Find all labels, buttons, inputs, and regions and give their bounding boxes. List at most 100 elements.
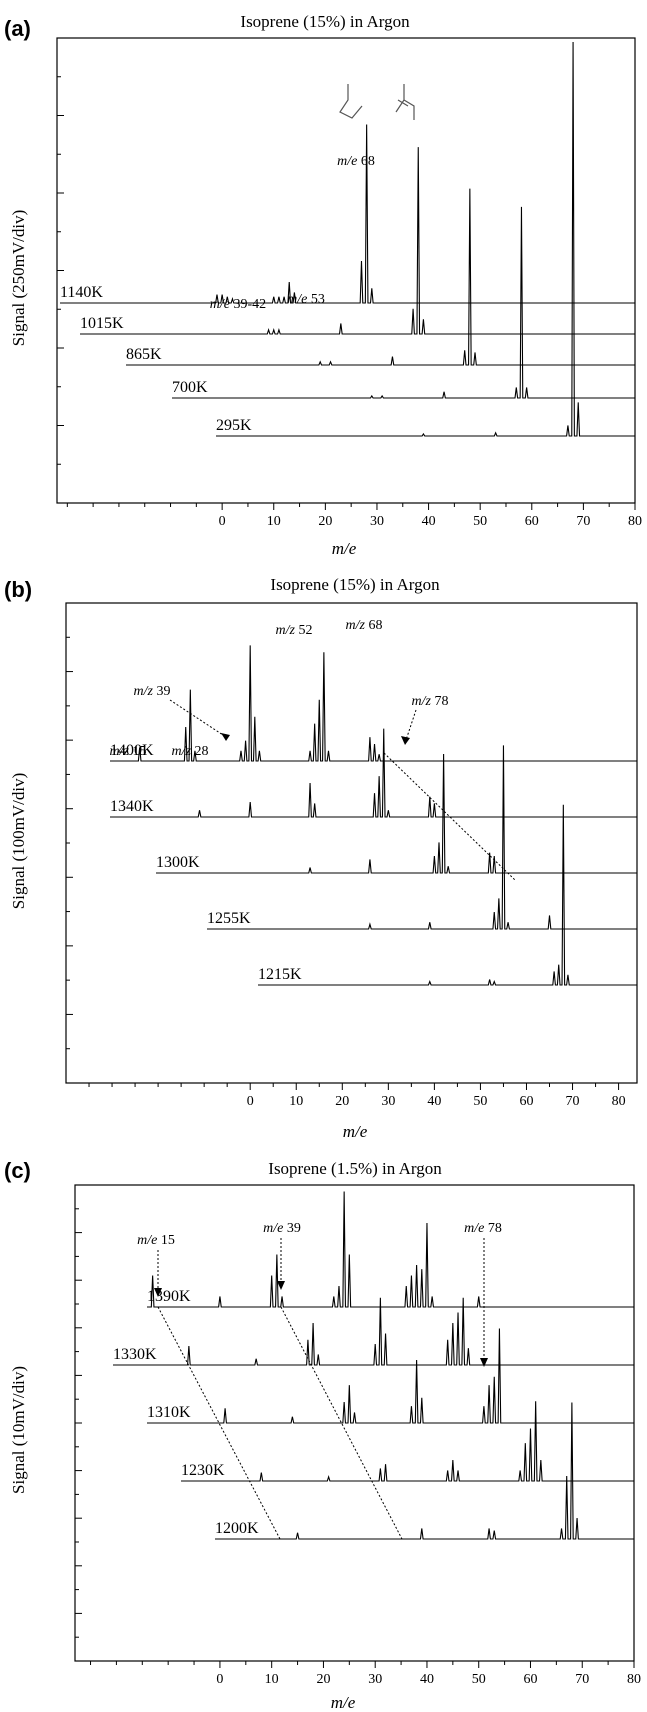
x-tick-label-a: 40 xyxy=(422,514,436,529)
svg-text:m/z 15: m/z 15 xyxy=(110,744,147,759)
x-tick-label-a: 10 xyxy=(267,514,281,529)
x-axis-label-b: m/e xyxy=(343,1122,368,1141)
annotation-c-me15: m/e 15 xyxy=(137,1233,175,1297)
trace-c-1330K xyxy=(113,1297,634,1366)
trace-label-b: 1340K xyxy=(110,798,154,815)
annotation-b-mz78: m/z 78 xyxy=(401,694,448,745)
svg-text:m/e 68: m/e 68 xyxy=(337,154,375,169)
x-tick-label-b: 70 xyxy=(566,1094,580,1109)
y-axis-label-a: Signal (250mV/div) xyxy=(9,210,28,346)
x-tick-label-b: 20 xyxy=(335,1094,349,1109)
x-axis-label-a: m/e xyxy=(332,539,357,558)
y-axis-label-b: Signal (100mV/div) xyxy=(9,773,28,909)
trace-a-295K xyxy=(216,41,635,437)
trace-label-c: 1330K xyxy=(113,1346,157,1363)
x-tick-label-a: 80 xyxy=(628,514,642,529)
trace-c-1230K xyxy=(181,1401,634,1482)
annotation-c-me78: m/e 78 xyxy=(464,1221,502,1367)
annotation-b-mz68: m/z 68 xyxy=(346,618,383,633)
chart-title-a: Isoprene (15%) in Argon xyxy=(240,12,410,31)
trace-label-c: 1200K xyxy=(215,1520,259,1537)
trace-b-1340K xyxy=(110,728,637,818)
trace-b-1400K xyxy=(110,645,637,762)
trace-label-c: 1390K xyxy=(147,1288,191,1305)
x-tick-label-c: 10 xyxy=(265,1672,279,1687)
x-tick-label-c: 30 xyxy=(368,1672,382,1687)
annotation-b-mz52: m/z 52 xyxy=(276,623,313,638)
x-axis-label-c: m/e xyxy=(331,1693,356,1712)
x-tick-label-b: 10 xyxy=(289,1094,303,1109)
svg-text:m/z 52: m/z 52 xyxy=(276,623,313,638)
svg-text:m/z 39: m/z 39 xyxy=(134,684,171,699)
svg-text:m/z 78: m/z 78 xyxy=(412,694,449,709)
isoprene-structure-icon xyxy=(339,84,415,120)
x-tick-label-a: 30 xyxy=(370,514,384,529)
x-tick-label-a: 50 xyxy=(473,514,487,529)
trace-b-1215K xyxy=(258,804,637,986)
trace-a-700K xyxy=(172,206,635,399)
x-tick-label-c: 80 xyxy=(627,1672,641,1687)
x-tick-label-b: 60 xyxy=(519,1094,533,1109)
panel-c: (c) Isoprene (1.5%) in Argon Signal (10m… xyxy=(4,1158,641,1712)
svg-text:m/e 78: m/e 78 xyxy=(464,1221,502,1236)
trace-b-1255K xyxy=(207,745,637,930)
chart-title-b: Isoprene (15%) in Argon xyxy=(270,575,440,594)
trace-label-b: 1255K xyxy=(207,910,251,927)
trace-c-1200K xyxy=(215,1402,634,1540)
trace-b-1300K xyxy=(156,753,637,874)
trace-a-1015K xyxy=(80,147,635,335)
trace-label-b: 1215K xyxy=(258,966,302,983)
annotation-b-mz28: m/z 28 xyxy=(172,744,209,759)
trace-label-a: 295K xyxy=(216,417,252,434)
svg-text:m/z 68: m/z 68 xyxy=(346,618,383,633)
svg-text:m/z 28: m/z 28 xyxy=(172,744,209,759)
trace-c-1310K xyxy=(147,1328,634,1424)
x-tick-label-c: 70 xyxy=(575,1672,589,1687)
trace-label-a: 1015K xyxy=(80,315,124,332)
panel-label-c: (c) xyxy=(4,1158,31,1183)
x-tick-label-c: 60 xyxy=(523,1672,537,1687)
annotation-a-me68: m/e 68 xyxy=(337,154,375,169)
panel-a: (a) Isoprene (15%) in Argon Signal (250m… xyxy=(4,12,642,558)
annotation-b-mz39: m/z 39 xyxy=(134,684,230,741)
guide-line-b xyxy=(383,752,516,881)
trace-label-b: 1300K xyxy=(156,854,200,871)
x-tick-label-c: 50 xyxy=(472,1672,486,1687)
svg-text:m/e 39-42: m/e 39-42 xyxy=(210,297,266,312)
x-tick-label-a: 60 xyxy=(525,514,539,529)
x-tick-label-b: 30 xyxy=(381,1094,395,1109)
trace-c-1390K xyxy=(147,1191,634,1308)
svg-text:m/e 53: m/e 53 xyxy=(287,292,325,307)
trace-label-a: 865K xyxy=(126,346,162,363)
trace-label-c: 1230K xyxy=(181,1462,225,1479)
annotation-c-me39: m/e 39 xyxy=(263,1221,301,1290)
x-tick-label-a: 20 xyxy=(318,514,332,529)
trace-label-b: 1400K xyxy=(110,742,154,759)
plot-area-c: 0 10 20 30 40 50 60 70 80 1390K 1330K 1310K 1230K 120… xyxy=(75,1191,641,1687)
annotation-a-me53: m/e 53 xyxy=(287,292,325,307)
x-tick-label-a: 0 xyxy=(219,514,226,529)
x-tick-label-c: 40 xyxy=(420,1672,434,1687)
plot-frame-a xyxy=(56,37,636,504)
x-tick-label-c: 0 xyxy=(216,1672,223,1687)
panel-label-a: (a) xyxy=(4,16,31,41)
plot-frame-b xyxy=(65,602,638,1084)
trace-label-a: 700K xyxy=(172,379,208,396)
x-tick-label-b: 50 xyxy=(473,1094,487,1109)
panel-b: (b) Isoprene (15%) in Argon Signal (100m… xyxy=(4,575,638,1141)
annotation-b-mz15: m/z 15 xyxy=(110,744,147,759)
trace-label-a: 1140K xyxy=(60,284,103,301)
svg-text:m/e 15: m/e 15 xyxy=(137,1233,175,1248)
plot-area-b: 0 10 20 30 40 50 60 70 80 1400K 1340K 1300K 1255K 121… xyxy=(66,636,637,1109)
chart-title-c: Isoprene (1.5%) in Argon xyxy=(268,1159,442,1178)
x-tick-label-c: 20 xyxy=(316,1672,330,1687)
x-tick-label-b: 80 xyxy=(612,1094,626,1109)
svg-text:m/e 39: m/e 39 xyxy=(263,1221,301,1236)
trace-a-865K xyxy=(126,188,635,366)
trace-a-1140K xyxy=(60,124,635,304)
panel-label-b: (b) xyxy=(4,577,32,602)
annotation-a-me39-42: m/e 39-42 xyxy=(210,297,266,312)
y-axis-label-c: Signal (10mV/div) xyxy=(9,1366,28,1494)
